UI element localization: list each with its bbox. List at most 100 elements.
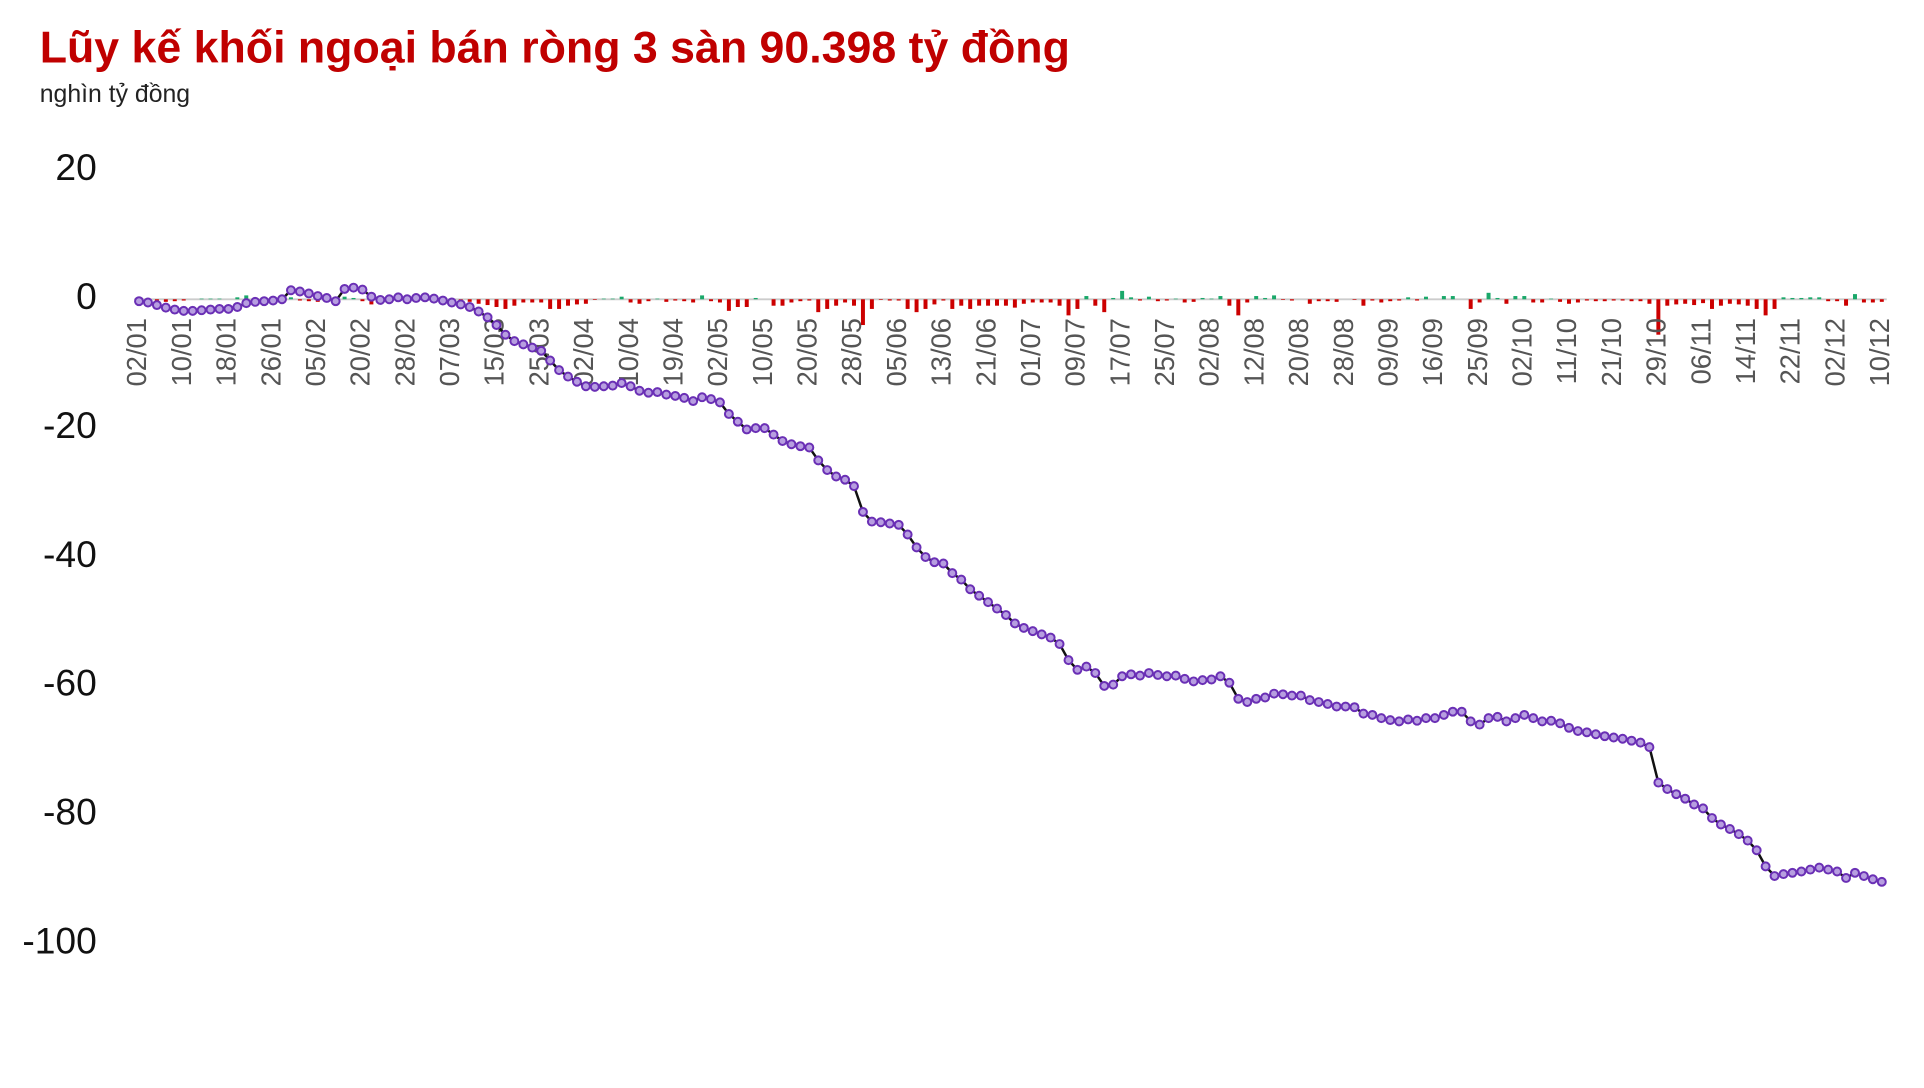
marker <box>1063 655 1074 666</box>
marker <box>1555 718 1566 729</box>
bar <box>1477 299 1482 303</box>
bar <box>1254 296 1259 300</box>
bar <box>896 299 901 301</box>
marker <box>1537 716 1548 727</box>
x-tick-label: 05/02 <box>300 318 331 386</box>
marker <box>607 380 618 391</box>
marker <box>1295 690 1306 701</box>
bar <box>700 295 705 300</box>
bar <box>1486 292 1491 300</box>
marker <box>902 529 913 540</box>
bar <box>726 299 731 311</box>
bar <box>1084 296 1089 300</box>
bar <box>1647 299 1652 304</box>
marker <box>384 294 395 305</box>
bar <box>467 299 472 302</box>
x-tick-label: 10/05 <box>747 318 778 386</box>
bar <box>1468 299 1473 309</box>
x-tick-label: 13/06 <box>926 318 957 386</box>
marker <box>598 381 609 392</box>
bar <box>1575 299 1580 303</box>
marker <box>393 292 404 303</box>
marker <box>1403 714 1414 725</box>
marker <box>1662 784 1673 794</box>
marker <box>1778 869 1789 880</box>
marker <box>1599 731 1610 742</box>
marker <box>1519 709 1530 720</box>
bar <box>557 299 562 309</box>
marker <box>491 320 502 331</box>
y-tick-label: -60 <box>43 662 97 704</box>
bar <box>1182 299 1187 303</box>
bar <box>1710 299 1714 309</box>
marker <box>366 291 377 302</box>
marker <box>464 302 475 312</box>
marker <box>1090 668 1101 678</box>
bar <box>583 299 588 304</box>
marker <box>1850 867 1860 878</box>
bar <box>834 299 839 306</box>
bar <box>1227 299 1232 306</box>
marker <box>187 305 198 316</box>
marker <box>706 394 716 405</box>
bar <box>1683 299 1688 304</box>
bar <box>771 299 776 306</box>
marker <box>1492 711 1503 722</box>
marker <box>1143 668 1154 678</box>
marker <box>1170 670 1181 681</box>
x-tick-label: 02/08 <box>1194 318 1225 386</box>
marker <box>1787 867 1798 878</box>
bar <box>1173 298 1178 300</box>
bar <box>977 299 982 306</box>
marker <box>723 409 734 419</box>
bar <box>1531 299 1536 303</box>
marker <box>1036 629 1047 640</box>
x-tick-label: 19/04 <box>657 318 688 386</box>
marker <box>813 455 824 466</box>
bar <box>735 299 740 307</box>
marker <box>1018 622 1029 633</box>
bar <box>539 299 544 303</box>
bar <box>1495 297 1500 300</box>
marker <box>1760 861 1771 872</box>
marker <box>1564 722 1574 733</box>
marker <box>1644 742 1655 753</box>
bar <box>244 295 249 300</box>
bar <box>288 297 293 300</box>
marker <box>232 302 243 312</box>
bar <box>1549 298 1554 300</box>
y-tick-label: -100 <box>22 920 97 962</box>
marker <box>670 390 681 401</box>
marker <box>947 568 958 579</box>
bar <box>1584 299 1589 301</box>
bar <box>1674 299 1679 305</box>
marker <box>697 392 708 403</box>
x-tick-label: 20/02 <box>345 318 376 386</box>
bar <box>342 296 347 300</box>
marker <box>1081 661 1092 672</box>
bar <box>1745 299 1750 306</box>
marker <box>1000 610 1011 620</box>
bar <box>1200 297 1205 300</box>
bar <box>566 299 571 306</box>
marker <box>151 300 162 311</box>
marker <box>866 516 877 527</box>
bar <box>1754 299 1759 309</box>
marker <box>446 297 457 308</box>
marker <box>1590 729 1601 740</box>
bar <box>1736 299 1741 305</box>
marker <box>1474 719 1485 730</box>
marker <box>223 303 234 314</box>
marker <box>420 292 430 303</box>
chart-subtitle: nghìn tỷ đồng <box>40 81 190 108</box>
bar <box>968 299 973 309</box>
bar <box>1370 299 1375 301</box>
marker <box>545 355 556 366</box>
marker <box>241 298 252 309</box>
bar <box>1245 299 1250 303</box>
x-tick-label: 01/07 <box>1015 318 1046 386</box>
x-tick-label: 16/09 <box>1417 318 1448 386</box>
marker <box>303 288 314 299</box>
bar <box>181 299 186 301</box>
